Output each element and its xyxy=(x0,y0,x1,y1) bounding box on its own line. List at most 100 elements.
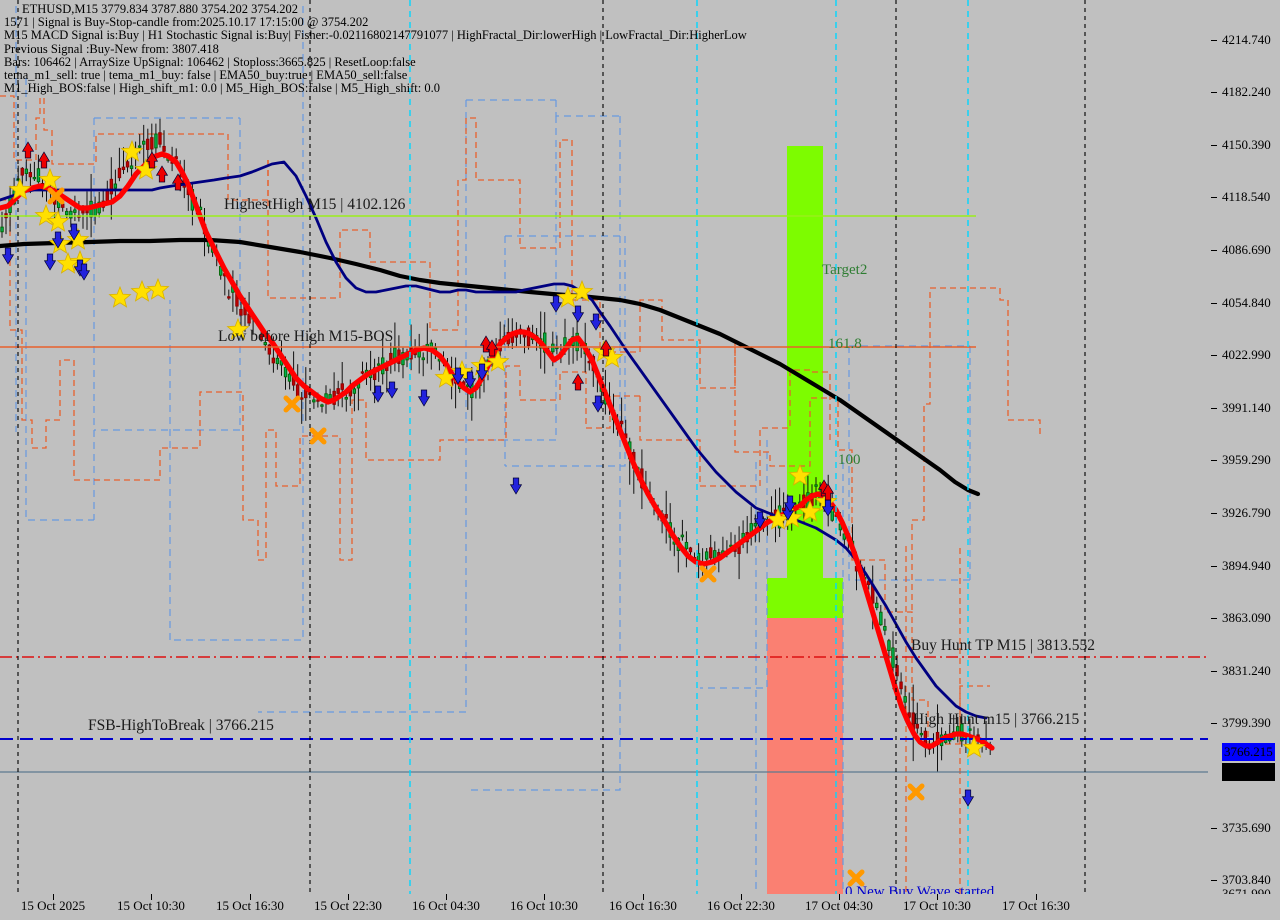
candle-body xyxy=(664,514,668,519)
candle-body xyxy=(0,226,4,233)
price-tick xyxy=(1211,92,1217,93)
price-tick xyxy=(1211,355,1217,356)
info-line-3: Bars: 106462 | ArraySize UpSignal: 10646… xyxy=(4,54,416,69)
candle-body xyxy=(680,534,685,538)
price-tick xyxy=(1211,566,1217,567)
candle-body xyxy=(20,167,24,176)
candle-body xyxy=(69,210,73,219)
cross-marker xyxy=(699,565,717,583)
time-label: 15 Oct 22:30 xyxy=(314,898,382,913)
candle-body xyxy=(287,373,292,382)
target2-zone xyxy=(767,146,843,618)
star-marker xyxy=(226,317,250,340)
day-separators xyxy=(17,0,1086,894)
cross-marker xyxy=(309,427,327,445)
candle-body xyxy=(344,397,348,400)
time-label: 15 Oct 2025 xyxy=(20,898,86,913)
candle-body xyxy=(28,172,33,178)
buy-arrow-marker xyxy=(417,389,431,407)
candle-body xyxy=(259,334,263,340)
price-tick xyxy=(1211,618,1217,619)
candle-body xyxy=(320,404,324,407)
time-tick xyxy=(250,894,251,900)
buy-arrow-marker xyxy=(451,367,465,385)
candle-body xyxy=(895,665,899,677)
time-tick xyxy=(348,894,349,900)
candle-body xyxy=(704,551,709,560)
candle-body xyxy=(879,611,883,626)
label-new-buy-wave: 0 New Buy Wave started xyxy=(845,884,995,894)
time-axis[interactable]: 15 Oct 2025 15 Oct 10:30 15 Oct 16:30 15 Oc… xyxy=(0,894,1280,920)
price-axis[interactable]: 4214.740 4182.240 4150.390 4118.540 4086.690… xyxy=(1208,0,1280,901)
buy-arrow-marker xyxy=(549,295,563,313)
candle-body xyxy=(142,140,146,145)
buy-arrow-marker xyxy=(589,313,603,331)
candle-body xyxy=(814,484,818,487)
star-marker xyxy=(46,209,70,232)
cross-marker xyxy=(47,187,65,205)
buy-arrow-marker xyxy=(43,253,57,271)
price-tick xyxy=(1211,408,1217,409)
buy-arrow-marker xyxy=(753,511,767,529)
candle-body xyxy=(709,547,713,559)
sell-arrow-marker xyxy=(155,165,169,183)
info-line-1: M15 MACD Signal is:Buy | H1 Stochastic S… xyxy=(4,28,747,43)
last-tag: 3754.202 xyxy=(1222,763,1275,781)
buy-arrow-marker xyxy=(371,385,385,403)
star-marker xyxy=(120,139,144,162)
candle-body xyxy=(24,168,29,174)
buy-arrow-marker xyxy=(51,231,65,249)
label-highest-high: HighestHigh M15 | 4102.126 xyxy=(224,196,406,213)
buy-arrow-marker xyxy=(961,789,975,807)
price-label: 3863.090 xyxy=(1222,610,1271,625)
label-target2: Target2 xyxy=(822,262,868,278)
candle-body xyxy=(915,723,919,729)
candle-body xyxy=(551,343,555,353)
time-label: 17 Oct 04:30 xyxy=(805,898,873,913)
candle-body xyxy=(316,399,320,402)
price-tick xyxy=(1211,460,1217,461)
price-label: 4054.840 xyxy=(1222,295,1271,310)
price-label: 4150.390 xyxy=(1222,137,1271,152)
bid-tag: 3766.215 xyxy=(1222,743,1275,761)
candle-body xyxy=(421,357,425,361)
buy-arrow-marker xyxy=(385,381,399,399)
candle-body xyxy=(336,388,340,394)
chart-plot-area[interactable]: HighestHigh M15 | 4102.126 Low before Hi… xyxy=(0,0,1208,894)
candle-body xyxy=(154,133,158,149)
label-fsb-high-to-break: FSB-HighToBreak | 3766.215 xyxy=(88,717,274,734)
label-buy-hunt-tp: Buy Hunt TP M15 | 3813.552 xyxy=(911,637,1095,654)
chart-canvas xyxy=(0,0,1208,894)
time-label: 16 Oct 10:30 xyxy=(510,898,578,913)
price-label: 3735.690 xyxy=(1222,820,1271,835)
star-marker xyxy=(146,277,170,300)
buy-arrow-marker xyxy=(463,371,477,389)
candle-body xyxy=(781,507,786,511)
buy-arrow-marker xyxy=(77,263,91,281)
candle-body xyxy=(352,388,357,394)
sell-arrow-marker xyxy=(485,339,499,357)
info-line-2: Previous Signal :Buy-New from: 3807.418 xyxy=(4,41,219,56)
candle-body xyxy=(137,145,142,148)
time-label: 17 Oct 10:30 xyxy=(903,898,971,913)
sell-arrow-marker xyxy=(571,373,585,391)
candle-body xyxy=(360,371,365,374)
star-marker xyxy=(788,463,812,486)
price-label: 3894.940 xyxy=(1222,558,1271,573)
price-tick xyxy=(1211,197,1217,198)
candle-body xyxy=(105,190,109,202)
price-label: 3959.290 xyxy=(1222,452,1271,467)
sell-arrow-marker xyxy=(145,151,159,169)
price-tick xyxy=(1211,671,1217,672)
time-label: 16 Oct 22:30 xyxy=(707,898,775,913)
candle-body xyxy=(883,626,887,631)
time-tick xyxy=(643,894,644,900)
candle-body xyxy=(887,640,891,651)
candle-body xyxy=(275,357,280,365)
star-marker xyxy=(962,735,986,758)
price-label: 3926.790 xyxy=(1222,505,1271,520)
star-marker xyxy=(570,279,594,302)
price-label: 4182.240 xyxy=(1222,84,1271,99)
price-tick xyxy=(1211,880,1217,881)
time-tick xyxy=(741,894,742,900)
